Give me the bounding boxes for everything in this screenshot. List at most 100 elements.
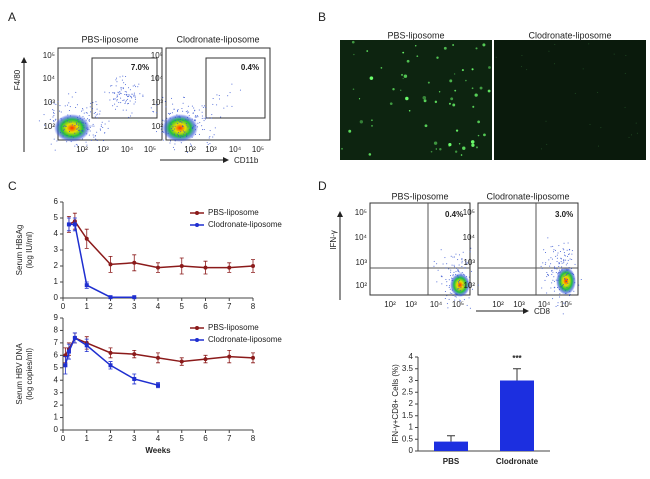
event-dot [195, 133, 197, 135]
event-dot [186, 119, 188, 121]
x-tick-label: 7 [227, 434, 232, 443]
event-dot [551, 282, 553, 284]
event-dot [112, 92, 114, 94]
y-tick-label: 10⁴ [463, 233, 476, 242]
event-dot [571, 253, 573, 255]
background-spot [624, 72, 626, 74]
event-dot [452, 274, 454, 276]
event-dot [448, 279, 450, 281]
event-dot [52, 116, 54, 118]
event-dot [178, 135, 180, 137]
point [84, 236, 89, 241]
event-dot [452, 278, 454, 280]
event-dot [458, 254, 460, 256]
fluorescent-spot [454, 150, 458, 153]
event-dot [552, 271, 554, 273]
point [203, 265, 208, 270]
event-dot [197, 116, 199, 118]
fluorescent-spot [488, 66, 491, 69]
event-dot [120, 87, 122, 89]
event-dot [466, 304, 468, 306]
event-dot [79, 117, 81, 119]
event-dot [94, 116, 96, 118]
event-dot [90, 102, 92, 104]
y-tick-label: 10³ [43, 98, 55, 107]
event-dot [560, 257, 562, 259]
event-dot [77, 129, 79, 131]
event-dot [122, 75, 124, 77]
event-dot [131, 112, 133, 114]
event-dot [116, 105, 118, 107]
event-dot [49, 118, 51, 120]
event-dot [211, 114, 213, 116]
event-dot [74, 125, 76, 127]
fluorescent-spot [452, 44, 455, 46]
fluorescent-spot [358, 98, 361, 100]
background-spot [526, 69, 528, 71]
event-dot [563, 252, 565, 254]
event-dot [191, 127, 193, 129]
event-dot [117, 95, 119, 97]
event-dot [139, 93, 141, 95]
event-dot [135, 98, 137, 100]
y-axis-label: (log IU/ml) [25, 231, 34, 268]
event-dot [183, 133, 185, 135]
y-tick-label: 0 [409, 446, 414, 455]
event-dot [129, 100, 131, 102]
y-tick-label: 10² [355, 281, 367, 290]
event-dot [446, 281, 448, 283]
x-tick-label: 6 [203, 434, 208, 443]
event-dot [566, 249, 568, 251]
event-dot [195, 115, 197, 117]
event-dot [567, 259, 569, 261]
event-dot [445, 267, 447, 269]
event-dot [76, 123, 78, 125]
event-dot [184, 131, 186, 133]
event-dot [55, 118, 57, 120]
event-dot [67, 117, 69, 119]
event-dot [193, 120, 195, 122]
event-dot [198, 109, 200, 111]
y-tick-label: 10⁴ [355, 233, 368, 242]
fluorescent-spot [474, 93, 478, 97]
x-tick-label: 10³ [205, 145, 217, 154]
event-dot [95, 114, 97, 116]
event-dot [449, 292, 451, 294]
event-dot [193, 126, 195, 128]
event-dot [177, 109, 179, 111]
event-dot [239, 89, 241, 91]
background-spot [554, 44, 556, 46]
event-dot [67, 114, 69, 116]
gate-percent: 7.0% [131, 63, 149, 72]
x-tick-label: 10⁴ [430, 300, 443, 309]
event-dot [559, 276, 561, 278]
event-dot [53, 111, 55, 113]
fluorescent-spot [449, 79, 453, 83]
event-dot [60, 111, 62, 113]
fluorescent-spot [416, 55, 419, 58]
event-dot [468, 276, 470, 278]
event-dot [162, 96, 164, 98]
event-dot [216, 104, 218, 106]
event-dot [91, 125, 93, 127]
background-spot [628, 136, 630, 138]
fluorescent-spot [477, 134, 480, 137]
event-dot [461, 259, 463, 261]
event-dot [61, 119, 63, 121]
event-dot [54, 119, 56, 121]
event-dot [120, 89, 122, 91]
x-tick-label: 10³ [405, 300, 417, 309]
event-dot [454, 295, 456, 297]
fluorescent-spot [439, 148, 442, 151]
y-tick-label: 0 [54, 293, 59, 302]
event-dot [128, 94, 130, 96]
event-dot [108, 120, 110, 122]
event-dot [469, 307, 471, 309]
event-dot [174, 116, 176, 118]
event-dot [86, 112, 88, 114]
fluorescent-spot [472, 105, 475, 108]
event-dot [452, 295, 454, 297]
event-dot [115, 85, 117, 87]
significance: *** [512, 354, 522, 363]
